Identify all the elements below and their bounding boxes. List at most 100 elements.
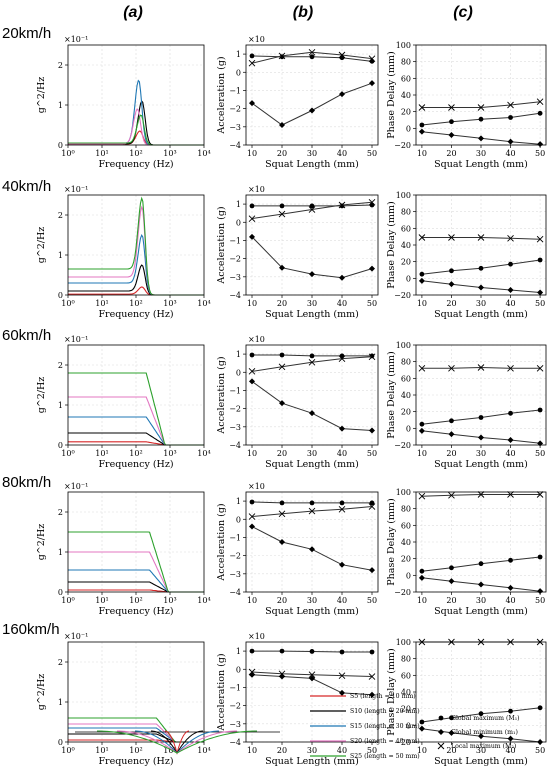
global-min-point [279,539,285,545]
global-min-point [418,427,425,434]
y-tick-label: −20 [394,141,411,150]
y-axis-label: g^2/Hz [36,77,47,114]
y-scale-note: ×10⁻¹ [64,482,88,491]
global-max-point [419,421,425,427]
global-max-point [508,115,513,120]
x-tick-label: 10⁰ [61,449,74,458]
x-tick-label: 30 [476,746,486,755]
legend-label-s20: S20 (length = 40 mm) [350,738,420,745]
x-axis-label: Frequency (Hz) [98,309,173,320]
local-max-point [448,492,455,499]
local-max-point [418,104,426,111]
x-tick-label: 10 [247,299,257,308]
x-tick-label: 10⁴ [197,149,210,158]
global-min-point [478,733,484,740]
y-tick-label: 20 [401,555,411,564]
global-max-point [537,257,543,263]
y-axis-label: Phase Delay (mm) [386,498,397,585]
panel-c-row-4: 10 20 30 40 50 100 80 60 40 20 0 −20 Squat Length (m… [386,488,547,617]
local-max-point [477,234,485,241]
y-tick-label: 100 [396,638,411,647]
y-scale-note: ×10 [248,335,265,344]
global-min-point [279,400,285,407]
global-max-point [309,353,315,359]
global-max-point [478,265,484,271]
speed-label-80: 80km/h [2,474,51,491]
x-tick-label: 40 [505,596,515,605]
y-axis-label: g^2/Hz [36,227,47,264]
global-max-point [339,649,345,655]
global-max-point [309,203,315,209]
global-min-point [507,287,514,293]
y-tick-label: 0 [58,291,63,300]
local-max-point [448,104,455,111]
y-tick-label: 2 [58,658,63,667]
y-tick-label: 1 [58,698,63,707]
y-scale-note: ×10 [248,35,265,44]
y-tick-label: −3 [229,570,241,579]
y-axis-label: Acceleration (g) [216,56,227,134]
panel-a-row-5: 10⁰ 10¹ 10² 10³ 10⁴ 0 1 2 ×10⁻¹ Frequency (Hz) g^2… [36,632,211,767]
y-tick-label: −2 [229,105,241,114]
x-tick-label: 10² [129,449,142,458]
x-tick-label: 10 [247,746,257,755]
local-max-point [308,206,316,213]
y-tick-label: −4 [229,441,241,450]
x-tick-label: 10 [417,149,427,158]
global-min-point [507,437,514,443]
x-tick-label: 50 [367,149,377,158]
x-tick-label: 40 [337,449,347,458]
x-tick-label: 20 [277,596,287,605]
y-tick-label: 0 [406,124,411,133]
x-tick-label: 20 [446,449,456,458]
y-scale-note: ×10⁻¹ [64,335,88,344]
global-max-point [508,261,513,267]
y-tick-label: 0 [58,738,63,747]
y-tick-label: 1 [58,101,63,110]
local-max-point [368,353,376,361]
y-tick-label: 0 [406,424,411,433]
local-max-point [248,513,256,520]
local-max-point [278,510,286,518]
y-axis-label: Phase Delay (mm) [386,351,397,438]
y-tick-label: 100 [396,41,411,50]
panel-a-row-1: 10⁰ 10¹ 10² 10³ 10⁴ 0 1 2 ×10⁻¹ Frequency (Hz) g^2… [36,35,211,170]
panel-a-row-3: 10⁰ 10¹ 10² 10³ 10⁴ 0 1 2 ×10⁻¹ Frequency (Hz) g^2… [36,335,211,470]
x-tick-label: 30 [476,449,486,458]
x-tick-label: 10¹ [95,299,108,308]
x-tick-label: 20 [277,449,287,458]
panel-c-row-3: 10 20 30 40 50 100 80 60 40 20 0 −20 Squat Length (m… [386,341,547,470]
y-axis-label: g^2/Hz [36,377,47,414]
panel-c-row-2: 10 20 30 40 50 100 80 60 40 20 0 −20 Squat Length (m… [386,191,547,320]
global-min-point [448,431,455,438]
y-tick-label: 0 [58,141,63,150]
global-max-point [537,407,543,413]
global-min-point [249,233,255,240]
x-tick-label: 30 [307,299,317,308]
global-min-point [478,434,484,441]
x-tick-label: 50 [535,149,545,158]
x-tick-label: 50 [535,449,545,458]
y-tick-label: 60 [401,74,411,83]
x-tick-label: 20 [277,299,287,308]
y-tick-label: 1 [58,548,63,557]
global-min-point [369,80,375,87]
x-tick-label: 50 [367,596,377,605]
x-axis-label: Frequency (Hz) [98,756,173,767]
legend-label-local-max: Local maximum (M₂) [451,743,516,750]
local-max-point [308,48,316,56]
y-tick-label: 100 [396,488,411,497]
global-min-point [418,128,425,135]
x-axis-label: Squat Length (mm) [265,459,359,470]
y-tick-label: 60 [401,671,411,680]
x-tick-label: 40 [505,746,515,755]
local-max-point [507,365,514,372]
local-max-point [308,671,316,679]
global-min-point [279,122,285,128]
global-min-point [448,132,455,138]
y-tick-label: 1 [236,647,241,656]
local-max-point [368,673,376,680]
x-axis-label: Frequency (Hz) [98,159,173,170]
y-tick-label: 1 [236,350,241,359]
x-axis-label: Frequency (Hz) [98,459,173,470]
